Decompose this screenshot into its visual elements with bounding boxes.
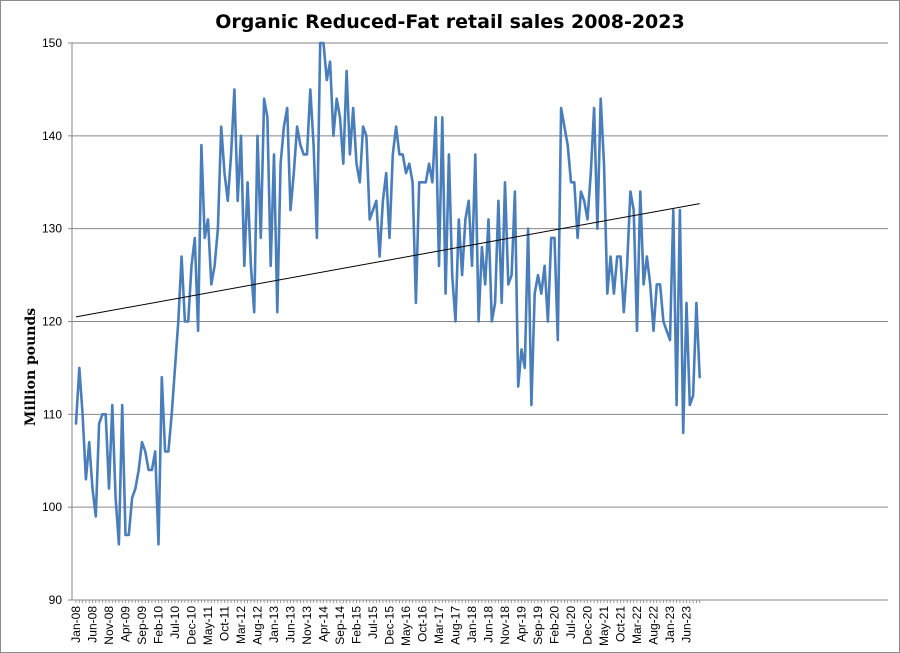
x-tick-label: Dec-10 (185, 606, 199, 645)
x-tick-label: Jun-08 (86, 606, 100, 643)
x-tick-label: Mar-22 (630, 606, 644, 644)
x-tick-label: Feb-20 (548, 606, 562, 644)
x-tick-label: Oct-16 (416, 606, 430, 642)
x-tick-label: Jan-13 (267, 606, 281, 643)
x-tick-label: Jul-15 (366, 606, 380, 639)
x-tick-label: Apr-14 (317, 606, 331, 642)
x-tick-label: Oct-11 (218, 606, 232, 641)
x-tick-label: May-21 (597, 606, 611, 646)
x-tick-label: Sep-14 (333, 606, 347, 645)
x-tick-label: Jun-18 (482, 606, 496, 643)
x-tick-label: Oct-21 (614, 606, 628, 642)
x-tick-label: Jan-23 (663, 606, 677, 643)
x-tick-label: Sep-19 (531, 606, 545, 645)
x-tick-label: Aug-22 (647, 606, 661, 645)
x-tick-label: Jun-23 (680, 606, 694, 643)
y-tick-label: 100 (42, 500, 62, 514)
x-tick-label: Apr-09 (119, 606, 133, 642)
x-tick-label: Feb-10 (152, 606, 166, 644)
x-tick-label: Apr-19 (515, 606, 529, 642)
x-tick-label: May-16 (399, 606, 413, 646)
trend-line (75, 203, 700, 318)
x-tick-label: Jan-08 (69, 606, 83, 643)
y-tick-label: 140 (42, 129, 62, 143)
x-tick-label: Aug-17 (449, 606, 463, 645)
x-tick-label: Dec-20 (581, 606, 595, 645)
y-tick-label: 90 (49, 593, 63, 607)
y-tick-label: 110 (43, 407, 62, 421)
x-tick-label: Mar-17 (432, 606, 446, 644)
y-tick-label: 130 (42, 222, 62, 236)
x-tick-label: May-11 (201, 606, 215, 645)
x-tick-label: Nov-18 (498, 606, 512, 645)
x-tick-label: Nov-08 (102, 606, 116, 645)
x-tick-label: Dec-15 (383, 606, 397, 645)
x-tick-label: Jul-10 (168, 606, 182, 639)
x-tick-label: Jul-20 (564, 606, 578, 639)
x-tick-label: Mar-12 (234, 606, 248, 644)
x-tick-label: Jun-13 (284, 606, 298, 643)
x-tick-label: Aug-12 (251, 606, 265, 645)
x-tick-label: Nov-13 (300, 606, 314, 645)
series-line (74, 41, 702, 546)
y-tick-label: 120 (42, 315, 62, 329)
x-tick-label: Jan-18 (465, 606, 479, 643)
y-tick-label: 150 (42, 36, 62, 50)
x-tick-label: Feb-15 (350, 606, 364, 644)
x-tick-label: Sep-09 (135, 606, 149, 645)
chart-title: Organic Reduced-Fat retail sales 2008-20… (215, 11, 685, 33)
